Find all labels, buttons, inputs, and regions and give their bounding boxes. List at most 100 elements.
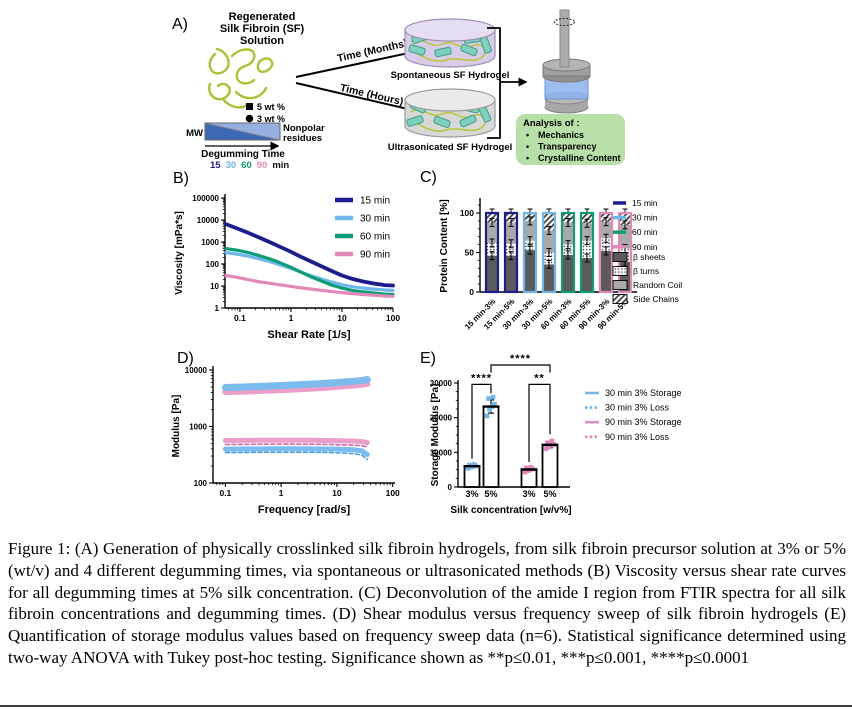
- panel-b-viscosity-chart: 0.1 1 10 100 1 10 100 1000 10000 100000 Shear Rate…: [174, 194, 400, 341]
- bar-segment: [543, 252, 555, 265]
- data-point: [487, 407, 492, 412]
- spontaneous-label: Spontaneous SF Hydrogel: [391, 70, 510, 81]
- legend-label: 90 min: [632, 242, 658, 252]
- bar-segment: [543, 213, 555, 231]
- y-tick-label: 100000: [192, 194, 219, 203]
- data-point: [525, 468, 530, 474]
- y-tick-label: 20000: [430, 414, 453, 423]
- series-line: [222, 437, 370, 445]
- silk-fibroin-strand: [208, 47, 230, 75]
- ultrasonicated-label: Ultrasonicated SF Hydrogel: [388, 142, 513, 153]
- bar-outline: [598, 211, 614, 294]
- data-point: [528, 464, 534, 470]
- degumming-time-label: Degumming Time: [201, 149, 285, 160]
- data-point: [490, 394, 496, 400]
- analysis-item: Crystalline Content: [538, 153, 621, 163]
- x-tick-label: 100: [386, 488, 400, 498]
- data-point: [471, 462, 477, 467]
- bullet-icon: •: [526, 142, 529, 152]
- legend-label: 30 min 3% Loss: [605, 403, 670, 413]
- data-point: [522, 469, 528, 475]
- bar-segment: [600, 221, 612, 239]
- analysis-item: Transparency: [538, 142, 597, 152]
- rotation-arrow-icon: [554, 18, 575, 26]
- bar-outline: [484, 211, 500, 294]
- bar-segment: [562, 254, 574, 292]
- silk-fibroin-strand: [208, 82, 231, 101]
- legend-label: 30 min: [632, 213, 658, 223]
- mw-label: MW: [186, 128, 203, 139]
- analysis-title: Analysis of :: [523, 118, 580, 129]
- panel-b-label: B): [173, 170, 189, 187]
- series-line: [221, 376, 371, 391]
- y-tick-label: 30000: [430, 379, 453, 388]
- bar-outline: [560, 211, 576, 294]
- bar-outline: [503, 211, 519, 294]
- bar-segment: [505, 243, 517, 256]
- data-point: [546, 444, 551, 450]
- legend-label: 15 min: [360, 195, 390, 206]
- degumming-times: 15 30 60 90 min: [210, 160, 289, 171]
- panel-d-modulus-chart: 0.1 1 10 100 100 1000 10000 Frequency [rad/s] Mo…: [171, 366, 400, 516]
- y-tick-label: 0: [469, 287, 474, 297]
- legend-label: 15 min: [632, 198, 658, 208]
- y-tick-label: 1000: [189, 422, 207, 431]
- legend-label: 90 min 3% Loss: [605, 432, 670, 442]
- y-tick-label: 10: [210, 282, 219, 291]
- series-line: [224, 247, 395, 297]
- bar-segment: [505, 222, 517, 244]
- bar-segment: [600, 250, 612, 292]
- data-point: [545, 440, 550, 445]
- legend-label: 90 min 3% Storage: [605, 417, 682, 427]
- y-tick-label: 100: [194, 479, 208, 488]
- time-hours-label: Time (Hours): [339, 82, 405, 108]
- bar-segment: [581, 213, 593, 224]
- y-tick-label: 100: [460, 208, 474, 218]
- data-point: [484, 413, 490, 419]
- bar-segment: [543, 230, 555, 253]
- series-line: [222, 380, 371, 396]
- legend-label: β turns: [633, 266, 659, 276]
- bar-segment: [562, 222, 574, 245]
- bar-segment: [524, 240, 536, 251]
- bar-segment: [486, 213, 498, 223]
- nonpolar-label: Nonpolar: [283, 123, 325, 134]
- bar-segment: [524, 220, 536, 241]
- rheometer-rod: [559, 9, 570, 68]
- panel-a-title: Regenerated: [229, 11, 296, 23]
- bar-segment: [505, 255, 517, 292]
- legend-label: 90 min: [360, 249, 390, 260]
- y-tick-label: 10000: [430, 448, 453, 457]
- panel-a-title: Silk Fibroin (SF): [220, 23, 305, 35]
- bullet-icon: •: [526, 153, 529, 163]
- y-tick-label: 10000: [185, 366, 208, 375]
- bar-outline: [541, 211, 557, 294]
- silk-fibroin-strand: [221, 97, 250, 109]
- square-marker-icon: [246, 103, 253, 110]
- x-category-label: 5%: [484, 489, 497, 499]
- legend-label: β sheets: [633, 252, 665, 262]
- y-tick-label: 100: [206, 260, 220, 269]
- bar-segment: [581, 258, 593, 292]
- x-axis-label: Shear Rate [1/s]: [267, 329, 350, 341]
- y-tick-label: 10000: [197, 216, 220, 225]
- bar-segment: [581, 223, 593, 241]
- x-category-label: 3%: [522, 489, 535, 499]
- bar-segment: [600, 238, 612, 251]
- series-line: [224, 443, 369, 448]
- x-category-label: 3%: [465, 489, 478, 499]
- significance-label: ****: [471, 372, 492, 384]
- legend-label: Random Coil: [633, 280, 682, 290]
- silk-fibroin-strand: [234, 86, 268, 100]
- bar-segment: [581, 240, 593, 259]
- legend-label: 60 min: [360, 231, 390, 242]
- panel-a-title: Solution: [240, 35, 284, 47]
- series-line: [224, 273, 395, 298]
- bar: [541, 443, 559, 488]
- y-axis-label: Protein Content [%]: [439, 199, 450, 292]
- y-tick-label: 1000: [201, 238, 219, 247]
- x-tick-label: 10: [337, 313, 347, 323]
